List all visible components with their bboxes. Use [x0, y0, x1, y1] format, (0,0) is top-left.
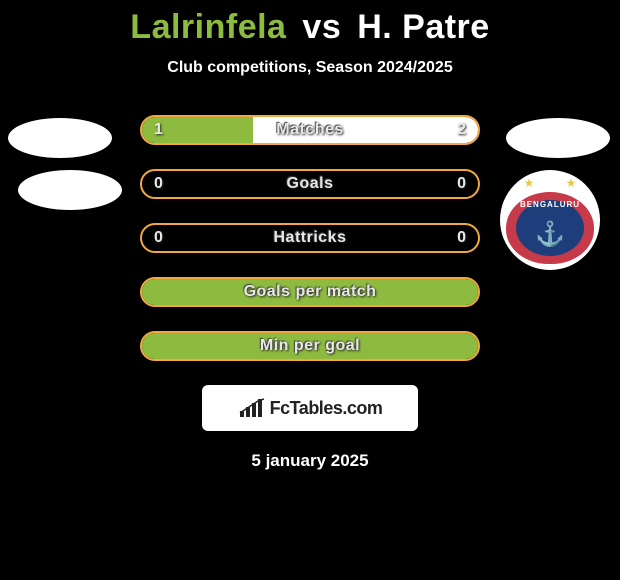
player2-club-logo: ★ ★ BENGALURU ⚓: [500, 170, 600, 270]
vs-label: vs: [302, 8, 341, 46]
player2-name: H. Patre: [357, 8, 490, 46]
date: 5 january 2025: [0, 451, 620, 471]
stat-label: Min per goal: [260, 337, 360, 355]
club-stars: ★ ★: [500, 176, 600, 190]
stat-left-value: 0: [154, 229, 163, 247]
club-anchor-icon: ⚓: [500, 220, 600, 249]
comparison-title: Lalrinfela vs H. Patre: [0, 0, 620, 47]
branding: FcTables.com: [202, 385, 418, 431]
player1-club-placeholder: [18, 170, 122, 210]
player1-name: Lalrinfela: [130, 8, 286, 46]
stat-row-goals-per-match: Goals per match: [140, 277, 480, 307]
subtitle: Club competitions, Season 2024/2025: [0, 59, 620, 77]
stat-row-hattricks: 0 Hattricks 0: [140, 223, 480, 253]
branding-text: FcTables.com: [270, 398, 383, 419]
stat-left-value: 0: [154, 175, 163, 193]
stat-label: Goals: [287, 175, 334, 193]
stat-right-value: 2: [457, 121, 466, 139]
stat-row-min-per-goal: Min per goal: [140, 331, 480, 361]
stat-label: Matches: [276, 121, 344, 139]
stat-row-matches: 1 Matches 2: [140, 115, 480, 145]
club-name: BENGALURU: [500, 200, 600, 209]
stat-row-goals: 0 Goals 0: [140, 169, 480, 199]
player1-avatar: [8, 118, 112, 158]
branding-chart-icon: [238, 397, 266, 419]
stat-right-value: 0: [457, 229, 466, 247]
stat-label: Hattricks: [274, 229, 347, 247]
stat-right-value: 0: [457, 175, 466, 193]
player2-avatar: [506, 118, 610, 158]
stat-label: Goals per match: [244, 283, 377, 301]
stat-left-value: 1: [154, 121, 163, 139]
